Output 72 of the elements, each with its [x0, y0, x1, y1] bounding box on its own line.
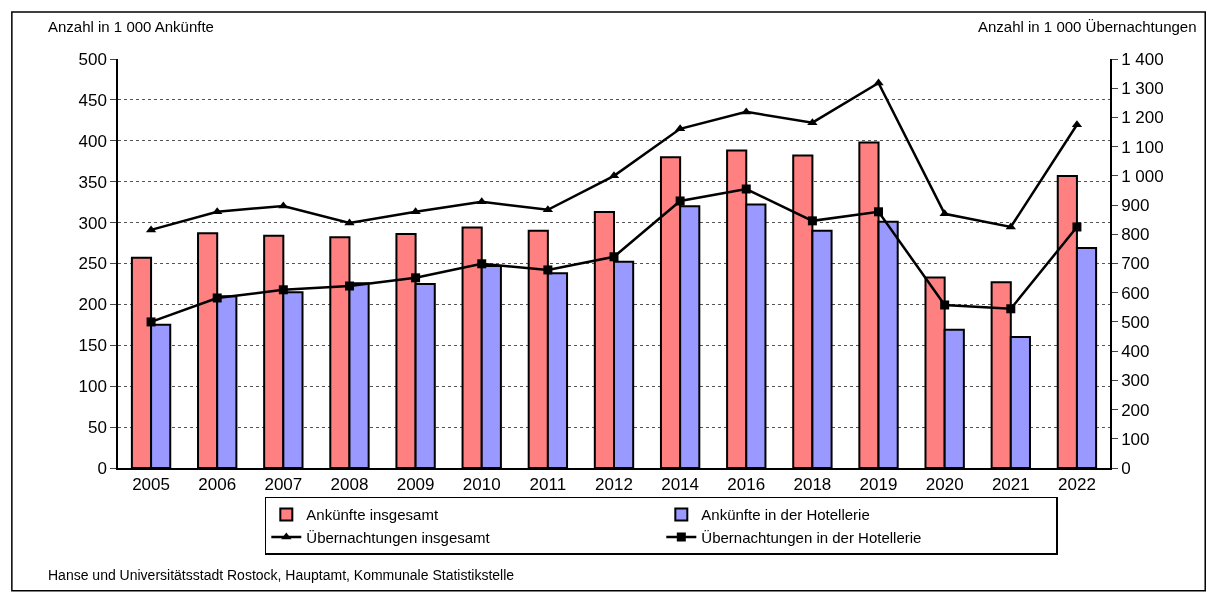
- text: Hanse und Universitätsstadt Rostock, Hauptamt, Kommunale Statistikstelle: [48, 567, 515, 583]
- point: [278, 201, 289, 209]
- y-tick-label: 50: [87, 418, 107, 438]
- y-tick-label: 400: [78, 131, 107, 151]
- point: [476, 197, 487, 205]
- legend-label: Übernachtungen insgesamt: [306, 528, 491, 546]
- y-axis-title: Anzahl in 1 000 Ankünfte: [48, 18, 214, 35]
- point: [344, 218, 355, 226]
- point: [873, 78, 884, 86]
- y2-tick-label: 300: [1121, 371, 1150, 391]
- point: [344, 281, 354, 291]
- x-tick-label: 2012: [595, 475, 633, 495]
- x-tick-label: 2016: [727, 475, 766, 495]
- point: [411, 273, 421, 283]
- y2-tick-label: 1 000: [1121, 166, 1164, 186]
- y-tick-label: 250: [78, 254, 107, 274]
- y-tick-label: 100: [78, 377, 107, 397]
- y2-tick-label: 1 100: [1121, 137, 1164, 157]
- y-tick-label: 350: [78, 172, 107, 192]
- legend-label: Ankünfte in der Hotellerie: [701, 506, 870, 524]
- y-tick-label: 150: [78, 336, 107, 356]
- x-tick-label: 2009: [396, 475, 435, 495]
- x-tick-label: 2006: [198, 475, 237, 495]
- x-tick-label: 2008: [330, 475, 369, 495]
- y-tick-label: 450: [78, 90, 107, 110]
- legend-label: Ankünfte insgesamt: [306, 506, 439, 524]
- y2-tick-label: 200: [1121, 400, 1150, 420]
- x-tick-label: 2014: [661, 475, 700, 495]
- y2-tick-label: 900: [1121, 196, 1150, 216]
- x-tick-label: 2010: [462, 475, 501, 495]
- y2-axis-title: Anzahl in 1 000 Übernachtungen: [978, 18, 1197, 35]
- point: [874, 207, 884, 217]
- point: [940, 300, 950, 310]
- point: [939, 209, 950, 217]
- legend-label: Übernachtungen in der Hotellerie: [701, 528, 922, 546]
- y2-tick-label: 700: [1121, 254, 1150, 274]
- y2-tick-label: 800: [1121, 225, 1150, 245]
- y2-tick-label: 100: [1121, 429, 1150, 449]
- point: [675, 196, 685, 206]
- x-tick-label: 2005: [132, 475, 170, 495]
- point: [477, 259, 487, 269]
- x-tick-label: 2011: [529, 475, 567, 495]
- point: [1005, 222, 1016, 230]
- point: [278, 285, 288, 295]
- y2-tick-label: 1 400: [1121, 49, 1164, 69]
- y-tick-label: 500: [78, 49, 107, 69]
- y2-tick-label: 400: [1121, 342, 1150, 362]
- y2-tick-label: 0: [1121, 458, 1131, 478]
- y2-tick-label: 1 200: [1121, 108, 1164, 128]
- point: [212, 293, 222, 303]
- x-tick-label: 2022: [1058, 475, 1096, 495]
- point: [1072, 222, 1082, 232]
- point: [410, 207, 421, 215]
- point: [1006, 304, 1016, 314]
- x-tick-label: 2021: [991, 475, 1030, 495]
- point: [807, 216, 817, 226]
- point: [609, 252, 619, 262]
- y-tick-label: 0: [97, 458, 107, 478]
- y-tick-label: 200: [78, 295, 107, 315]
- x-tick-label: 2020: [925, 475, 964, 495]
- point: [741, 107, 752, 115]
- y2-tick-label: 600: [1121, 283, 1150, 303]
- point: [212, 207, 223, 215]
- y2-tick-label: 500: [1121, 312, 1150, 332]
- y-tick-label: 300: [78, 213, 107, 233]
- x-tick-label: 2018: [793, 475, 832, 495]
- x-tick-label: 2007: [264, 475, 303, 495]
- x-tick-label: 2019: [859, 475, 898, 495]
- point: [741, 184, 751, 194]
- y2-tick-label: 1 300: [1121, 79, 1164, 99]
- point: [146, 317, 156, 327]
- point: [543, 265, 553, 275]
